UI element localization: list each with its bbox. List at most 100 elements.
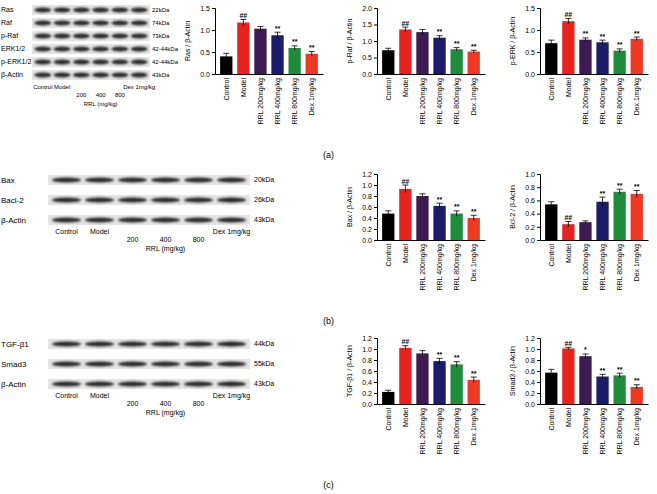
error-bar-stem xyxy=(619,49,620,53)
x-tick-label: Model xyxy=(565,408,572,428)
bar xyxy=(306,54,318,74)
blot-strip xyxy=(48,339,250,349)
y-tick-mark xyxy=(374,371,377,372)
y-tick: 1.5 xyxy=(362,21,377,28)
y-tick-mark xyxy=(374,8,377,9)
bar xyxy=(468,52,480,74)
error-bar xyxy=(548,202,554,207)
blot-band xyxy=(92,33,109,38)
x-tick-label: Model xyxy=(402,78,409,98)
x-tick: RRL 800mg/kg xyxy=(616,404,624,454)
error-bar xyxy=(471,50,477,53)
blot-band xyxy=(151,341,180,346)
blot: Bax20kDaBacl-226kDaβ-Actin43kDaControlMo… xyxy=(1,175,274,253)
blot-band xyxy=(52,381,81,386)
x-tick: Control xyxy=(548,404,555,431)
y-tick-label: 0.6 xyxy=(525,197,535,204)
y-tick-mark xyxy=(212,8,215,9)
bar xyxy=(382,392,394,404)
y-tick-mark xyxy=(537,371,540,372)
bar xyxy=(468,218,480,240)
blot-band xyxy=(73,7,90,12)
lane-label: Control xyxy=(55,228,78,235)
y-axis: 0.00.51.01.52.0 xyxy=(362,5,377,78)
bar-chart: 0.00.20.40.60.81.0ControlModelRRL 200mg/… xyxy=(509,171,649,291)
x-axis: ControlModelRRL 200mg/kgRRL 400mg/kgRRL … xyxy=(541,240,649,290)
error-bar-stem xyxy=(456,362,457,368)
y-tick-mark xyxy=(212,74,215,75)
y-tick-mark xyxy=(537,174,540,175)
y-tick: 2.0 xyxy=(362,5,377,12)
blot-band xyxy=(111,33,128,38)
error-bar-stem xyxy=(439,36,440,40)
lane-group-label: RRL (mg/kg) xyxy=(84,101,118,107)
y-axis: 0.00.20.40.60.81.01.2 xyxy=(525,335,540,408)
y-tick-mark xyxy=(374,360,377,361)
blot-band xyxy=(73,33,90,38)
x-tick-label: Dex 1mg/kg xyxy=(470,78,478,115)
significance-label: ** xyxy=(437,196,443,203)
y-tick-mark xyxy=(537,187,540,188)
bar xyxy=(613,192,625,240)
error-bar xyxy=(582,38,588,42)
error-bar-stem xyxy=(388,390,389,393)
error-bar xyxy=(454,48,460,51)
x-tick: RRL 800mg/kg xyxy=(616,240,624,290)
error-bar-cap xyxy=(419,193,425,194)
blot-band xyxy=(184,381,213,386)
error-bar xyxy=(419,351,425,357)
blot-band xyxy=(54,46,71,51)
bar xyxy=(399,189,411,240)
error-bar-stem xyxy=(473,215,474,221)
y-tick-label: 2.0 xyxy=(362,5,372,12)
error-bar-cap xyxy=(565,221,571,222)
error-bar xyxy=(565,19,571,24)
y-axis-title: Ras / β-Actin xyxy=(184,21,192,61)
x-tick: Model xyxy=(565,240,572,263)
blot-band xyxy=(34,59,51,64)
y-tick-label: 0.5 xyxy=(200,49,210,56)
y-tick: 0.0 xyxy=(525,237,540,244)
error-bar xyxy=(385,211,391,217)
blot-band xyxy=(217,217,246,222)
blot-band xyxy=(131,20,148,25)
blot-band xyxy=(52,177,81,182)
x-tick: Model xyxy=(240,74,247,97)
y-tick-mark xyxy=(537,214,540,215)
y-tick-mark xyxy=(537,8,540,9)
error-bar xyxy=(634,385,640,389)
y-tick-label: 1.0 xyxy=(525,346,535,353)
significance-label: ** xyxy=(309,44,315,51)
y-axis: 0.00.20.40.60.81.01.2 xyxy=(362,335,377,408)
y-axis: 0.00.51.01.5 xyxy=(525,5,540,78)
blot-band xyxy=(131,46,148,51)
blot-strip xyxy=(48,175,250,185)
significance-label: ** xyxy=(437,351,443,358)
x-axis: ControlModelRRL 200mg/kgRRL 400mg/kgRRL … xyxy=(541,74,649,124)
error-bar-stem xyxy=(602,197,603,206)
y-tick: 1.0 xyxy=(525,27,540,34)
band-label: β-Actin xyxy=(1,216,26,225)
bar xyxy=(613,51,625,74)
x-tick: Dex 1mg/kg xyxy=(470,240,478,281)
error-bar-cap xyxy=(385,210,391,211)
significance-label: ** xyxy=(600,33,606,40)
x-axis-line xyxy=(216,74,324,75)
bar xyxy=(433,38,445,74)
bar xyxy=(579,40,591,74)
x-tick-label: RRL 200mg/kg xyxy=(582,244,590,291)
error-bar-stem xyxy=(602,374,603,378)
y-axis: 0.00.20.40.60.81.0 xyxy=(525,171,540,244)
blot-strip xyxy=(32,31,150,41)
blot-band xyxy=(131,72,148,77)
x-tick-label: RRL 800mg/kg xyxy=(453,244,461,291)
x-tick: RRL 800mg/kg xyxy=(453,404,461,454)
error-bar-stem xyxy=(260,26,261,30)
x-axis-line xyxy=(541,240,649,241)
blot-band xyxy=(34,20,51,25)
blot-strip xyxy=(32,44,150,54)
error-bar xyxy=(402,346,408,350)
y-tick: 0.8 xyxy=(362,193,377,200)
x-tick: RRL 400mg/kg xyxy=(599,240,607,290)
y-tick-label: 0.2 xyxy=(362,390,372,397)
